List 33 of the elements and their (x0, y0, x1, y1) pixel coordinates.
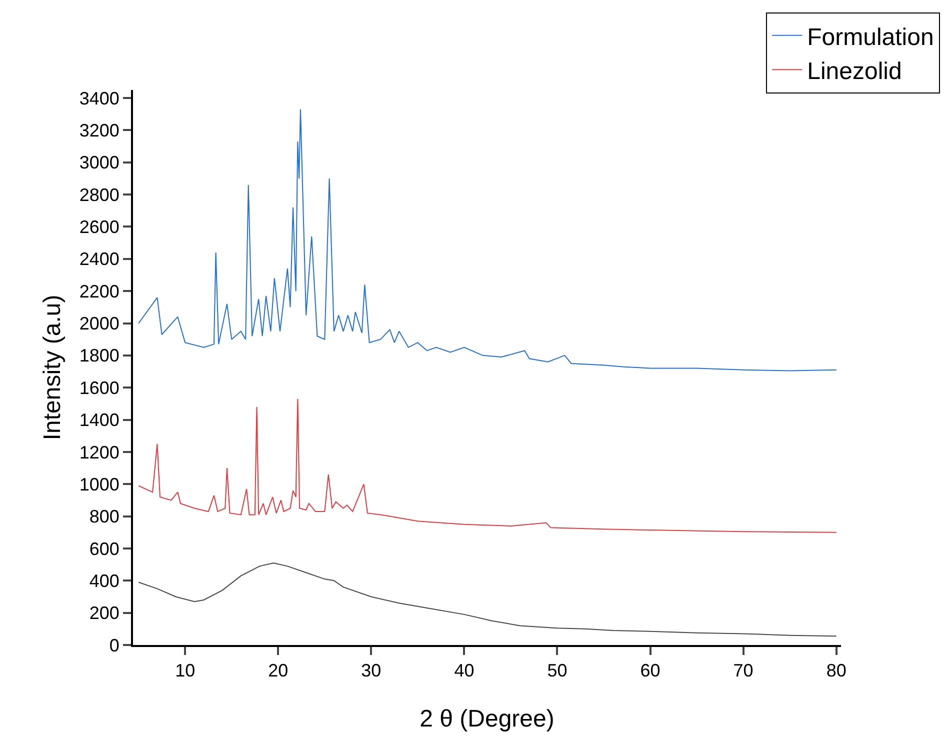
y-tick-label: 800 (89, 506, 120, 527)
y-tick-label: 2000 (79, 314, 120, 334)
y-tick-label: 600 (89, 538, 120, 559)
line-series (138, 108, 837, 372)
y-tick-label: 2800 (79, 184, 120, 205)
y-tick-label: 3400 (79, 88, 120, 108)
legend-label: Linezolid (807, 58, 902, 85)
y-tick-label: 3000 (79, 152, 120, 173)
y-tick-label: 2400 (79, 249, 120, 270)
y-tick-label: 200 (89, 603, 120, 624)
x-tick-label: 70 (733, 660, 754, 681)
x-tick-label: 50 (547, 660, 568, 681)
x-axis-title: 2 θ (Degree) (420, 705, 554, 732)
x-tick-label: 30 (361, 660, 382, 681)
y-tick-label: 2200 (79, 281, 120, 302)
y-tick-label: 0 (109, 635, 120, 656)
x-tick-label: 80 (826, 660, 846, 681)
y-tick-label: 3200 (79, 120, 120, 141)
y-tick-label: 1600 (79, 378, 120, 398)
y-tick-label: 1000 (79, 474, 120, 494)
x-tick-label: 20 (268, 660, 288, 681)
line-series (138, 398, 837, 533)
line-series (138, 562, 837, 637)
y-axis-title: Intensity (a.u) (38, 294, 66, 440)
y-tick-label: 400 (89, 570, 120, 591)
x-tick-label: 60 (640, 660, 660, 681)
x-tick-label: 40 (454, 660, 474, 681)
x-tick-label: 10 (175, 660, 196, 681)
legend-label: Formulation (807, 24, 934, 51)
y-tick-label: 1400 (79, 410, 120, 430)
y-tick-label: 1800 (79, 346, 120, 366)
y-tick-label: 2600 (79, 217, 120, 238)
y-tick-label: 1200 (79, 442, 120, 462)
